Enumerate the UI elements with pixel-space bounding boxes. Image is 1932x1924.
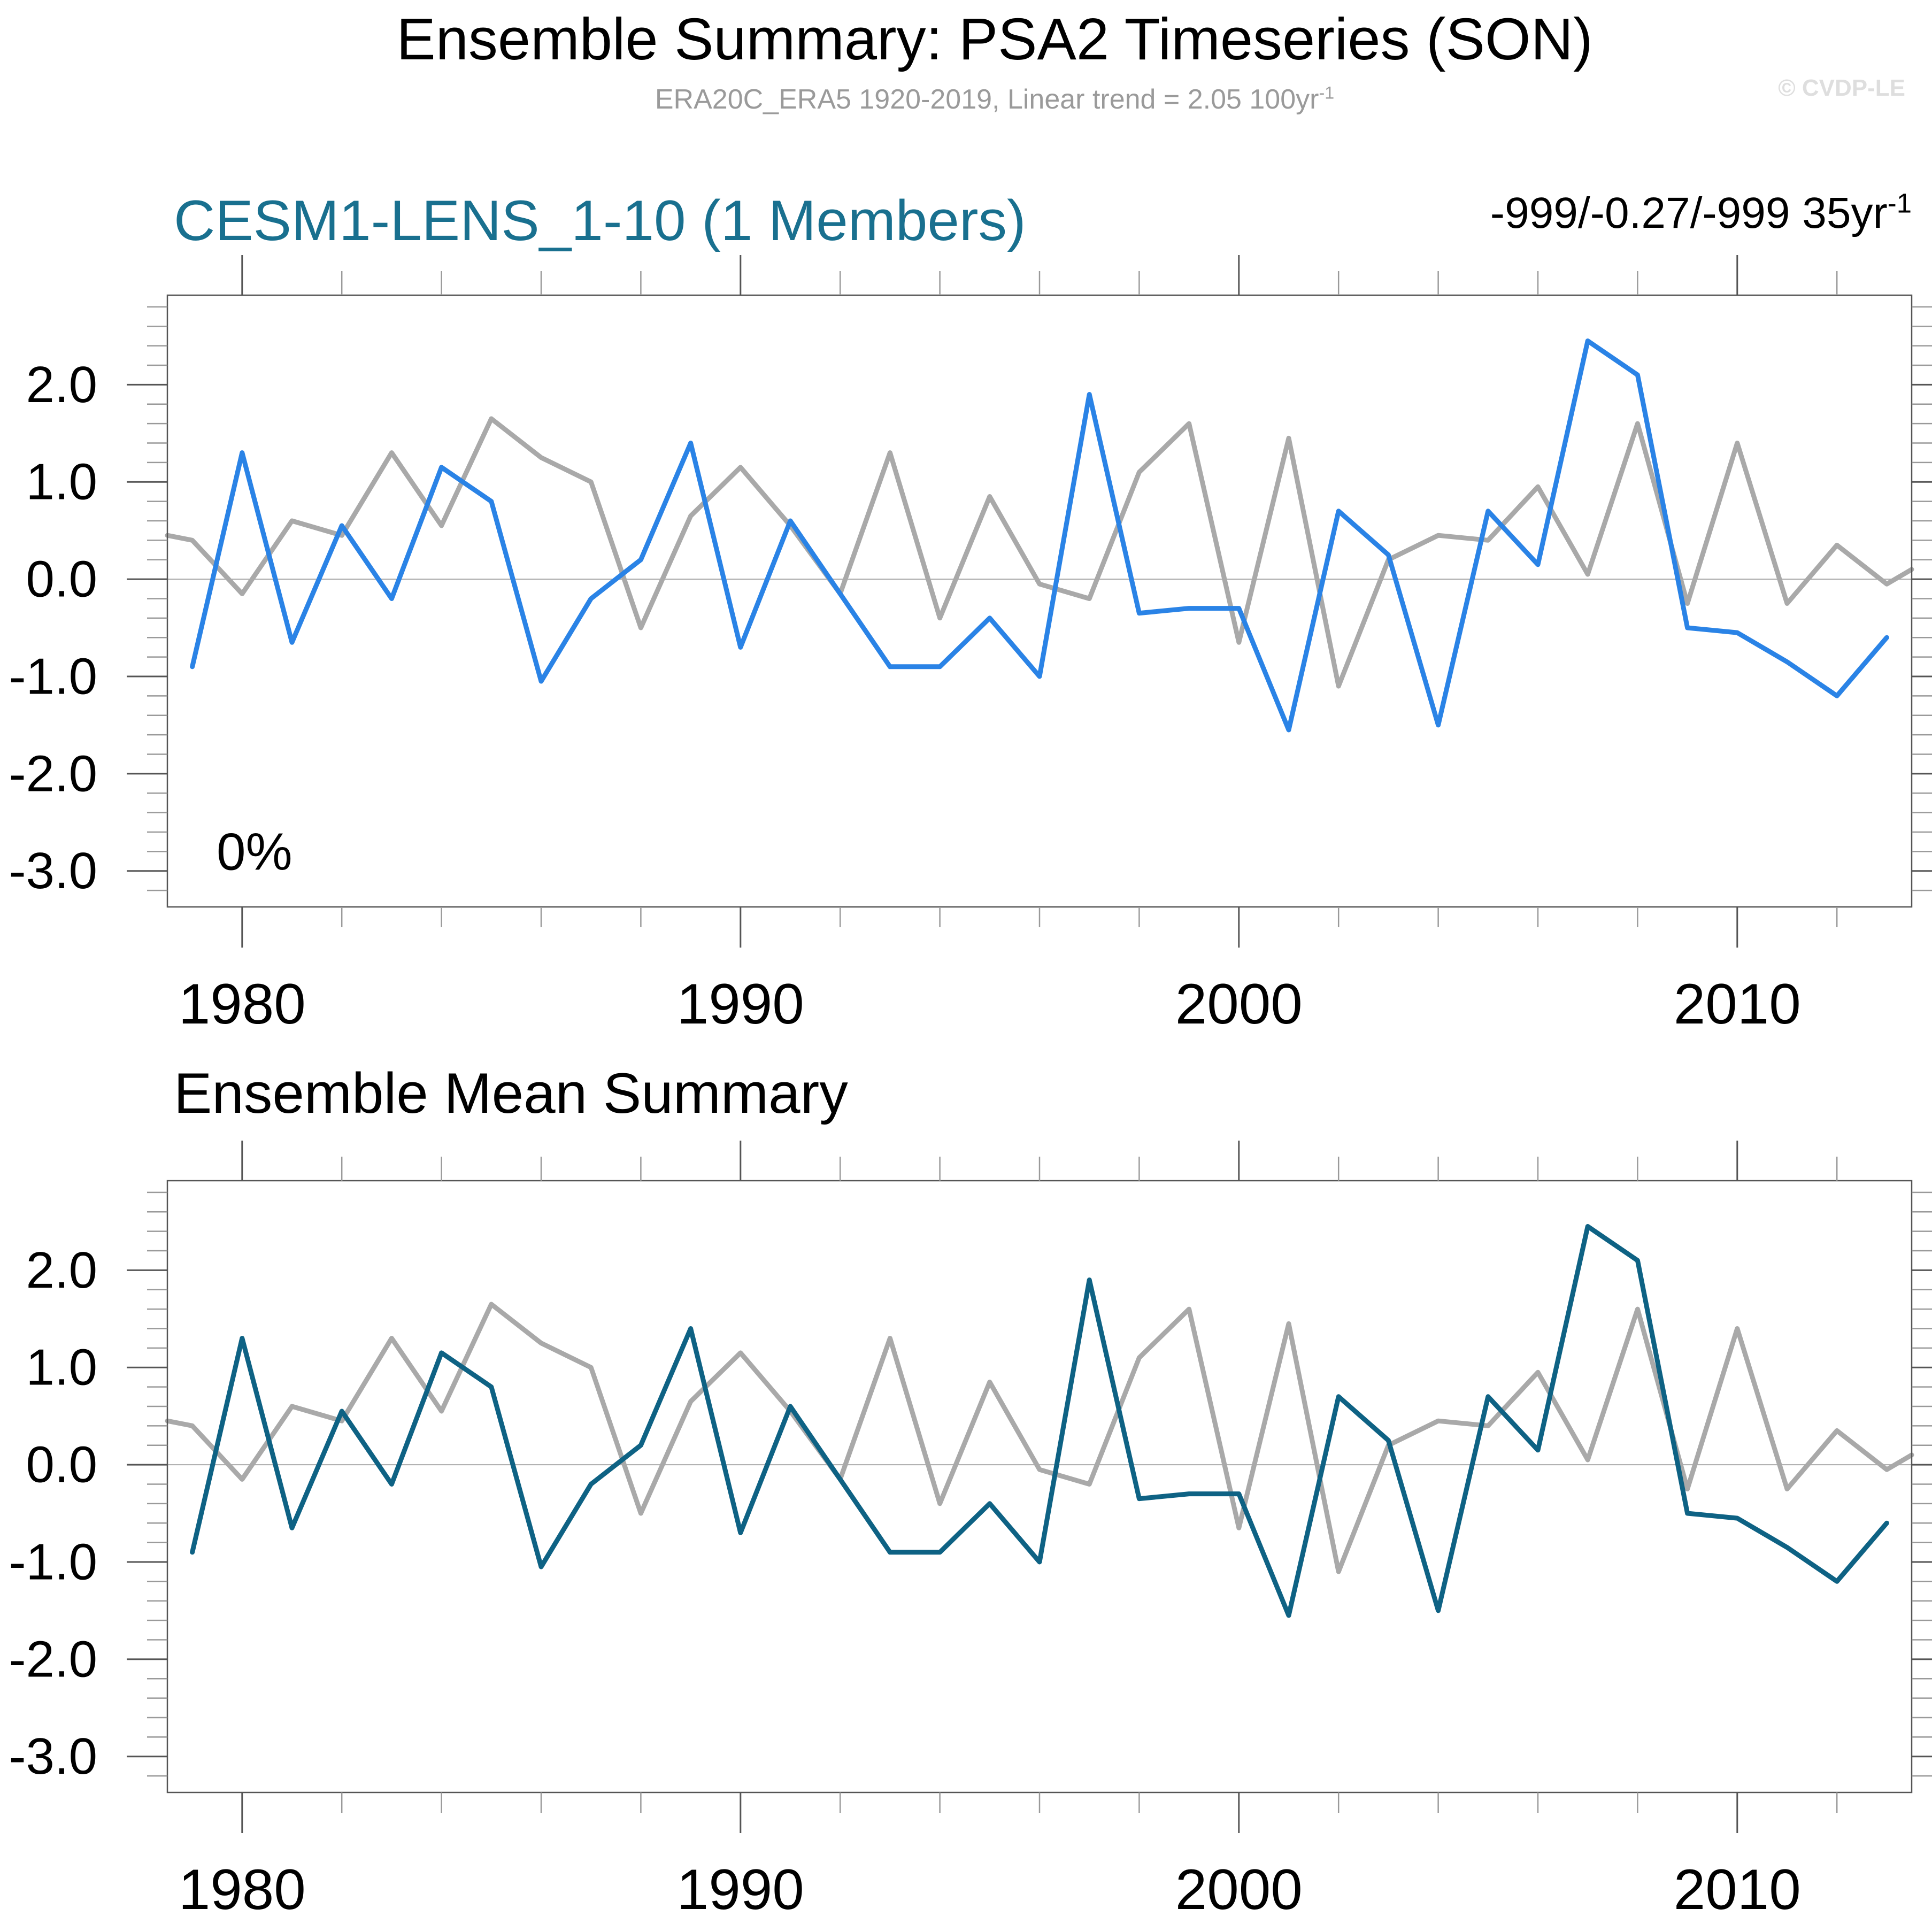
trend-text: -999/-0.27/-999 35yr bbox=[1490, 189, 1888, 237]
panel2-y-tick-label: -3.0 bbox=[9, 1728, 97, 1785]
panel2-y-tick-label: 2.0 bbox=[26, 1242, 97, 1299]
panel2-x-tick-label: 1990 bbox=[677, 1857, 804, 1921]
panel1-y-tick-label: 2.0 bbox=[26, 356, 97, 413]
panel1-x-tick-label: 1990 bbox=[677, 972, 804, 1036]
panel2-y-tick-label: 0.0 bbox=[26, 1436, 97, 1494]
panel1-y-tick-label: -3.0 bbox=[9, 842, 97, 899]
subtitle-text: ERA20C_ERA5 1920-2019, Linear trend = 2.… bbox=[655, 84, 1319, 115]
panel1-obs-line bbox=[165, 416, 1914, 689]
panel1-x-tick-label: 1980 bbox=[179, 972, 306, 1036]
panel2-axis-frame bbox=[166, 1180, 1913, 1794]
panel2-x-tick-label: 1980 bbox=[179, 1857, 306, 1921]
cvdp-watermark: © CVDP-LE bbox=[1778, 75, 1905, 101]
panel1-y-tick-label: -1.0 bbox=[9, 648, 97, 705]
panel2-title: Ensemble Mean Summary bbox=[174, 1061, 848, 1125]
panel1-model-line bbox=[190, 338, 1889, 733]
panel1-title: CESM1-LENS_1-10 (1 Members) bbox=[174, 188, 1026, 252]
panel1-y-tick-label: 1.0 bbox=[26, 453, 97, 511]
panel2-x-tick-label: 2000 bbox=[1175, 1857, 1303, 1921]
panel2-model-line bbox=[190, 1224, 1889, 1618]
page-title: Ensemble Summary: PSA2 Timeseries (SON) bbox=[396, 6, 1593, 72]
panel1-x-tick-label: 2010 bbox=[1674, 972, 1801, 1036]
trend-superscript: -1 bbox=[1887, 188, 1912, 219]
panel2-obs-line bbox=[165, 1302, 1914, 1574]
panel2-x-tick-label: 2010 bbox=[1674, 1857, 1801, 1921]
panel1-y-tick-label: 0.0 bbox=[26, 551, 97, 608]
panel1-trend-annotation: -999/-0.27/-999 35yr-1 bbox=[1490, 188, 1912, 238]
panel1-percent-label: 0% bbox=[217, 822, 293, 881]
panel1-y-tick-label: -2.0 bbox=[9, 745, 97, 802]
panel2-y-tick-label: 1.0 bbox=[26, 1339, 97, 1396]
subtitle-superscript: -1 bbox=[1319, 83, 1335, 103]
page-subtitle: ERA20C_ERA5 1920-2019, Linear trend = 2.… bbox=[655, 83, 1334, 116]
panel2-y-tick-label: -2.0 bbox=[9, 1630, 97, 1688]
panel1-x-tick-label: 2000 bbox=[1175, 972, 1303, 1036]
panel1-axis-frame bbox=[166, 294, 1913, 908]
panel2-y-tick-label: -1.0 bbox=[9, 1533, 97, 1590]
